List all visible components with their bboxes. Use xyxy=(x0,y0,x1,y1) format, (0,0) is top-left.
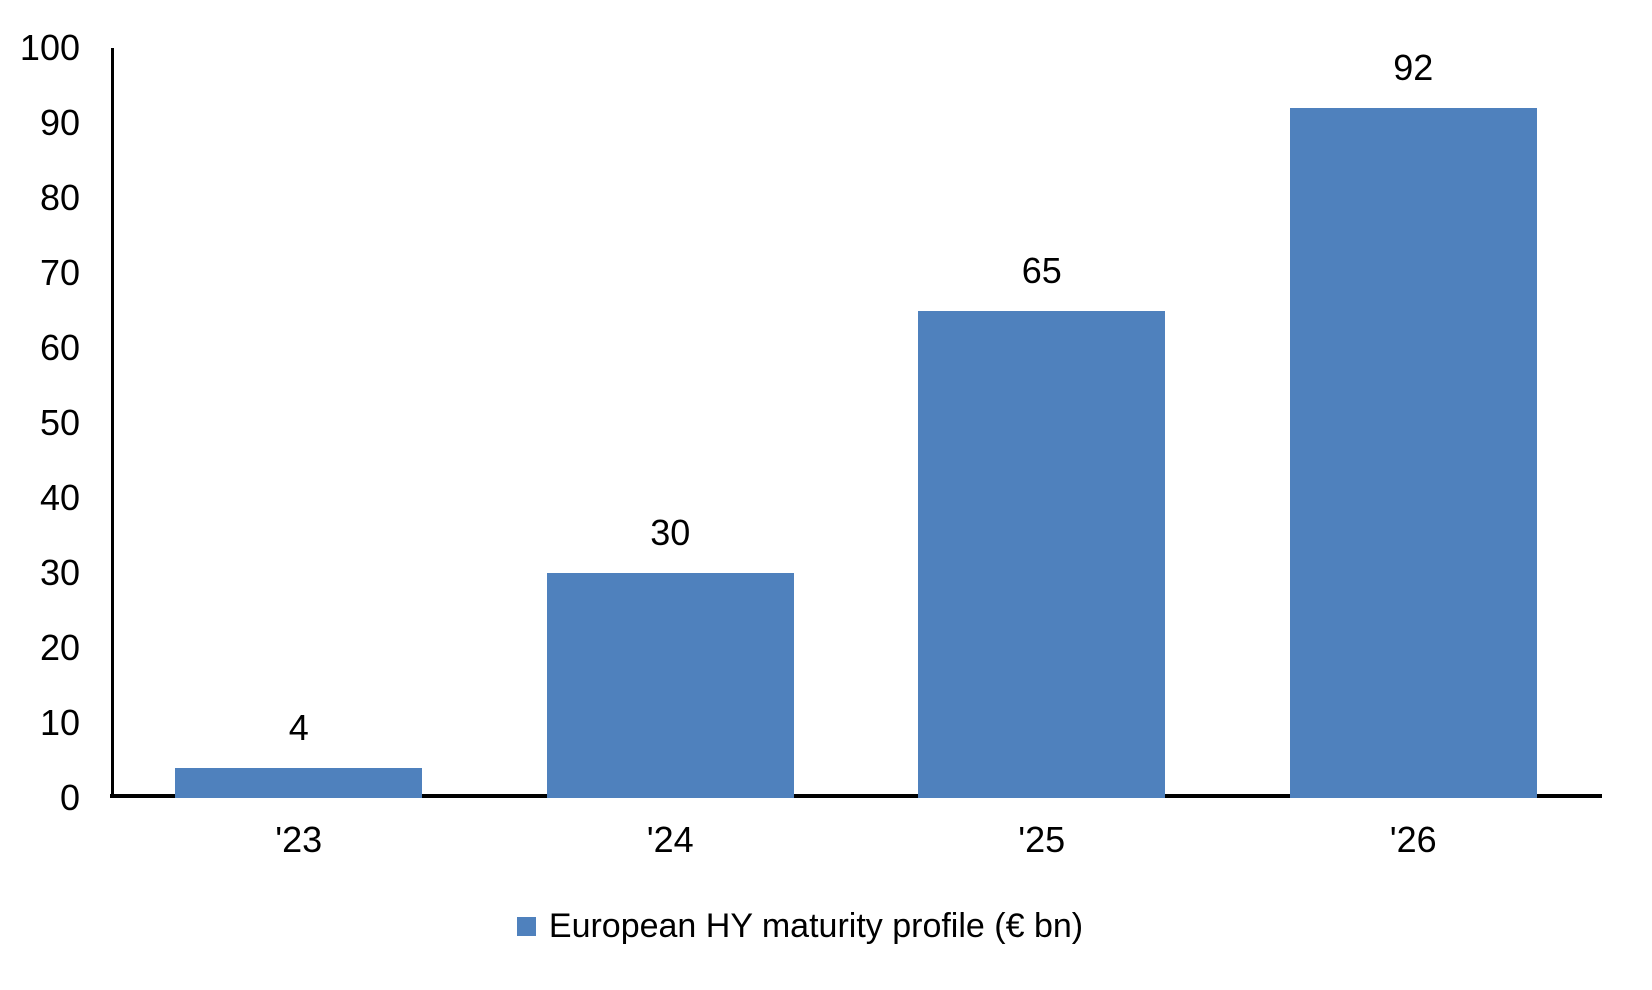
y-axis-tick-label: 40 xyxy=(39,477,80,518)
y-axis-tick-label: 90 xyxy=(39,102,80,143)
y-axis-tick-label: 80 xyxy=(39,177,80,218)
y-axis-tick-label: 70 xyxy=(39,252,80,293)
x-axis-category-label: '26 xyxy=(1389,819,1437,860)
bar-value-label: 92 xyxy=(1393,47,1434,88)
y-axis-tick-label: 30 xyxy=(39,552,80,593)
bar xyxy=(175,768,423,798)
y-axis-tick-label: 60 xyxy=(39,327,80,368)
bar-value-label: 4 xyxy=(288,707,309,748)
legend-label: European HY maturity profile (€ bn) xyxy=(548,907,1084,945)
legend: European HY maturity profile (€ bn) xyxy=(0,906,1600,946)
bar xyxy=(918,310,1166,798)
x-axis-category-label: '25 xyxy=(1018,819,1066,860)
bar xyxy=(546,573,794,798)
bar xyxy=(1289,108,1537,798)
y-axis-tick-label: 10 xyxy=(39,702,80,743)
y-axis-tick-label: 20 xyxy=(39,627,80,668)
y-axis-tick-label: 100 xyxy=(19,27,80,68)
bar-value-label: 65 xyxy=(1021,249,1062,291)
y-axis-tick-label: 50 xyxy=(39,402,80,443)
y-axis-tick-label: 0 xyxy=(59,777,80,818)
x-axis-category-label: '23 xyxy=(275,819,323,860)
x-axis-line xyxy=(110,794,1602,798)
bar-value-label: 30 xyxy=(650,512,691,553)
x-axis-category-label: '24 xyxy=(646,819,694,860)
y-axis-line xyxy=(111,48,114,798)
legend-swatch-icon xyxy=(516,916,536,936)
